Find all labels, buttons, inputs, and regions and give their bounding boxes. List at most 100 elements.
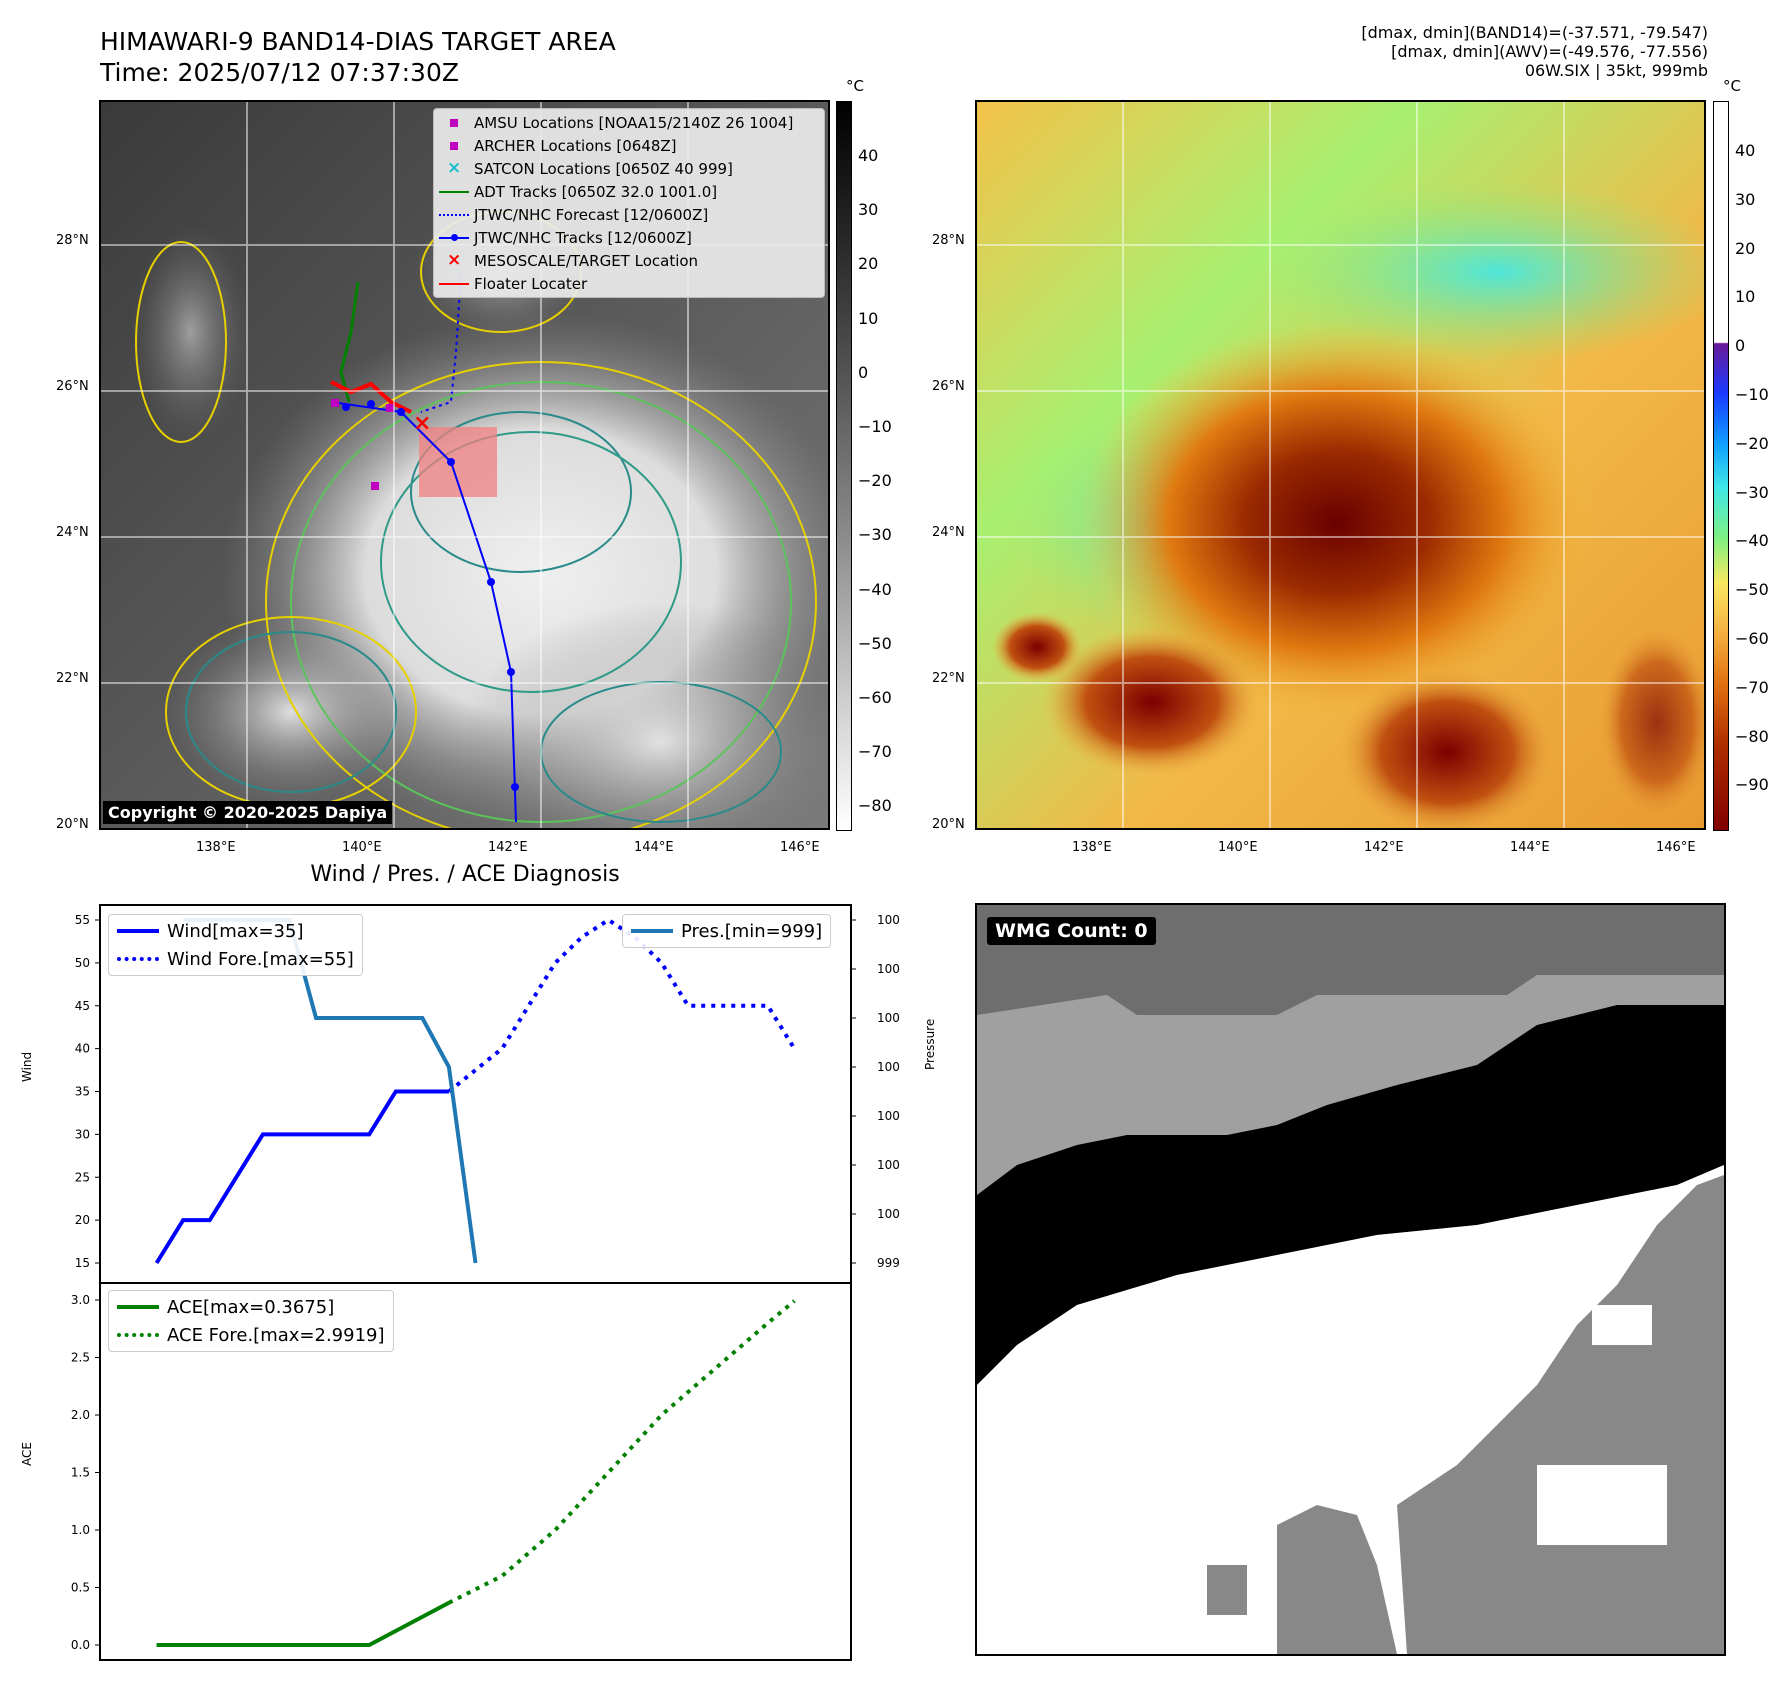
legend-symbol	[434, 111, 474, 134]
legend-entry-ace-forecast: ACE Fore.[max=2.9919]	[109, 1321, 393, 1349]
legend-entry: ADT Tracks [0650Z 32.0 1001.0]	[434, 180, 824, 203]
wind-tick-label: 25	[75, 1170, 90, 1184]
colorbar-tick: −40	[1735, 531, 1769, 551]
wv-lon-label: 138°E	[1072, 840, 1112, 855]
wv-lon-label: 142°E	[1364, 840, 1404, 855]
wind-series-line	[154, 1089, 449, 1265]
colorbar-tick: −60	[1735, 629, 1769, 648]
wind-tick-label: 40	[75, 1042, 90, 1056]
wind-tick-label: 45	[75, 999, 90, 1013]
ir-colorbar-unit: °C	[846, 77, 864, 95]
legend-label: ADT Tracks [0650Z 32.0 1001.0]	[474, 182, 718, 201]
title-line-1: HIMAWARI-9 BAND14-DIAS TARGET AREA	[100, 27, 616, 56]
ace-legend: ACE[max=0.3675] ACE Fore.[max=2.9919]	[108, 1290, 394, 1352]
wind-axis-label: Wind	[20, 1051, 34, 1082]
legend-symbol	[109, 945, 167, 973]
ir-lon-label: 138°E	[196, 840, 236, 855]
legend-entry-wind-forecast: Wind Fore.[max=55]	[109, 945, 362, 973]
legend-symbol	[434, 180, 474, 203]
legend-label: MESOSCALE/TARGET Location	[474, 251, 699, 270]
ir-lon-label: 140°E	[342, 840, 382, 855]
legend-label: Floater Locater	[474, 274, 588, 293]
legend-symbol	[109, 1293, 167, 1321]
ir-satellite-map: × Copyright © 2020-2025 Dapiya AMSU Loca…	[99, 100, 830, 830]
legend-symbol	[434, 203, 474, 226]
legend-label: Wind Fore.[max=55]	[167, 948, 354, 970]
colorbar-tick: 30	[1735, 189, 1756, 209]
storm-info: [dmax, dmin](BAND14)=(-37.571, -79.547) …	[1361, 23, 1708, 80]
ace-tick-label: 2.5	[71, 1351, 90, 1365]
svg-text:×: ×	[413, 411, 431, 436]
wv-lat-label: 28°N	[932, 233, 965, 248]
colorbar-tick: 20	[1735, 238, 1756, 258]
wind-tick-label: 30	[75, 1127, 90, 1141]
pressure-tick-label: 1002	[877, 1109, 900, 1123]
legend-label: JTWC/NHC Forecast [12/0600Z]	[474, 205, 709, 224]
colorbar-tick: −30	[1735, 482, 1769, 502]
pressure-tick-label: 999	[877, 1256, 900, 1270]
wv-lat-label: 26°N	[932, 379, 965, 394]
legend-symbol: ×	[447, 250, 462, 270]
wind-forecast-series-line	[447, 917, 797, 1094]
legend-entry-wind: Wind[max=35]	[109, 917, 362, 945]
pressure-tick-label: 1005	[877, 962, 900, 976]
ace-tick-label: 1.0	[71, 1523, 90, 1537]
legend-label: ARCHER Locations [0648Z]	[474, 136, 677, 155]
colorbar-tick: 40	[1735, 141, 1756, 160]
legend-label: ACE[max=0.3675]	[167, 1296, 335, 1318]
ir-lon-label: 142°E	[488, 840, 528, 855]
wind-tick-label: 15	[75, 1256, 90, 1270]
wind-legend: Wind[max=35] Wind Fore.[max=55]	[108, 914, 363, 976]
legend-symbol	[434, 226, 474, 249]
colorbar-tick: −20	[1735, 433, 1769, 453]
legend-symbol	[434, 272, 474, 295]
legend-entry: Floater Locater	[434, 272, 824, 295]
colorbar-tick: −80	[858, 796, 892, 816]
ir-lon-label: 144°E	[634, 840, 674, 855]
ir-lat-label: 26°N	[56, 379, 89, 394]
pressure-legend: Pres.[min=999]	[622, 914, 832, 948]
info-line-1: [dmax, dmin](BAND14)=(-37.571, -79.547)	[1361, 23, 1708, 42]
legend-entry: × MESOSCALE/TARGET Location	[434, 249, 824, 272]
ir-lat-label: 22°N	[56, 671, 89, 686]
colorbar-tick: −70	[1735, 677, 1769, 697]
wv-satellite-map	[975, 100, 1706, 830]
wv-lat-label: 24°N	[932, 525, 965, 540]
wind-tick-label: 20	[75, 1213, 90, 1227]
pressure-tick-label: 1001	[877, 1158, 900, 1172]
legend-symbol	[434, 134, 474, 157]
wv-lon-label: 140°E	[1218, 840, 1258, 855]
wv-gridlines	[977, 102, 1704, 828]
colorbar-tick: 0	[858, 362, 869, 382]
pressure-axis-label: Pressure	[923, 1018, 937, 1070]
colorbar-tick: −70	[858, 742, 892, 762]
wv-lat-label: 20°N	[932, 817, 965, 832]
ace-tick-label: 0.0	[71, 1638, 90, 1652]
colorbar-tick: −10	[858, 417, 892, 436]
wv-colorbar-unit: °C	[1723, 77, 1741, 95]
ir-lat-label: 24°N	[56, 525, 89, 540]
wv-lat-label: 22°N	[932, 671, 965, 686]
legend-symbol: ×	[447, 158, 462, 178]
legend-entry: JTWC/NHC Forecast [12/0600Z]	[434, 203, 824, 226]
info-line-2: [dmax, dmin](AWV)=(-49.576, -77.556)	[1391, 42, 1708, 61]
legend-symbol	[109, 1321, 167, 1349]
wind-tick-label: 35	[75, 1085, 90, 1099]
ace-tick-label: 1.5	[71, 1466, 90, 1480]
ir-colorbar	[836, 101, 852, 831]
ir-lon-label: 146°E	[780, 840, 820, 855]
legend-entry-ace: ACE[max=0.3675]	[109, 1293, 393, 1321]
wmg-panel: WMG Count: 0	[975, 903, 1726, 1656]
ace-tick-label: 3.0	[71, 1293, 90, 1307]
colorbar-tick: −10	[1735, 385, 1769, 404]
ace-tick-label: 0.5	[71, 1581, 90, 1595]
legend-label: ACE Fore.[max=2.9919]	[167, 1324, 385, 1346]
ace-series-line	[156, 1600, 450, 1647]
ir-lat-label: 28°N	[56, 233, 89, 248]
wmg-imagery	[977, 905, 1724, 1654]
copyright-label: Copyright © 2020-2025 Dapiya	[103, 801, 393, 824]
title-line-2: Time: 2025/07/12 07:37:30Z	[100, 58, 459, 87]
wv-colorbar	[1713, 101, 1729, 831]
colorbar-tick: −90	[1735, 775, 1769, 795]
